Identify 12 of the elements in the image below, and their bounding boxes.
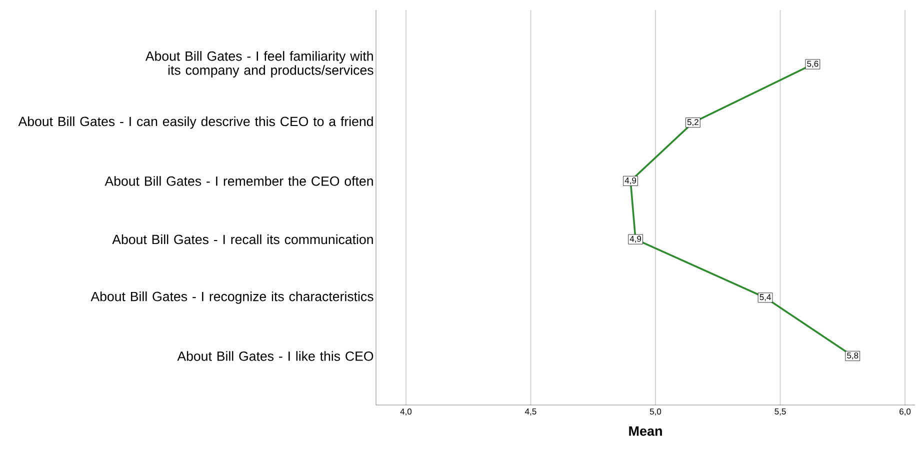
- y-tick-label: About Bill Gates - I can easily descrive this CEO to a friend: [18, 116, 373, 129]
- x-tick-label: 5,0: [650, 408, 662, 416]
- y-tick-label: About Bill Gates - I remember the CEO often: [104, 176, 373, 186]
- x-tick-label: 6,0: [900, 408, 911, 416]
- x-tick-label: 5,5: [774, 408, 786, 416]
- x-axis-title: Mean: [629, 426, 662, 436]
- x-tick-label: 4,5: [524, 408, 536, 416]
- x-tick-label: 4,0: [400, 408, 412, 416]
- y-tick-label: About Bill Gates - I like this CEO: [177, 351, 374, 361]
- y-tick-label: About Bill Gates - I feel familiarity with its company and products/services: [145, 51, 374, 78]
- y-tick-label: About Bill Gates - I recognize its characteristics: [90, 291, 374, 304]
- y-tick-label: About Bill Gates - I recall its communication: [112, 234, 373, 244]
